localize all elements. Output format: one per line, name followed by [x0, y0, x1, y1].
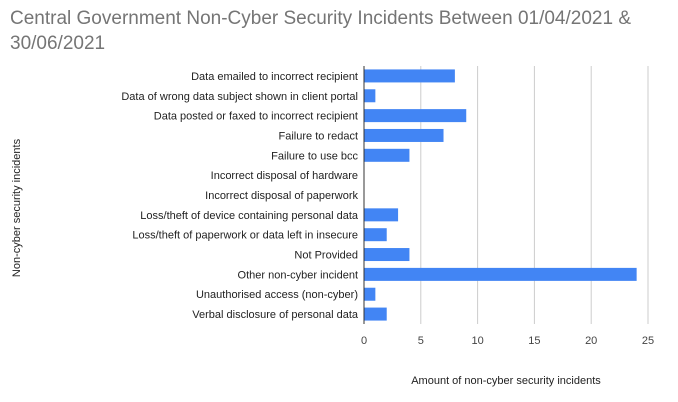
x-tick-label: 5 — [418, 335, 424, 347]
x-tick-labels: 0 5 10 15 20 25 — [361, 335, 654, 347]
category-label: Data emailed to incorrect recipient — [191, 71, 358, 83]
category-label: Not Provided — [294, 250, 358, 262]
category-label: Incorrect disposal of hardware — [211, 170, 358, 182]
x-tick-label: 0 — [361, 335, 367, 347]
bar — [364, 69, 455, 83]
x-tick-label: 15 — [528, 335, 540, 347]
bar — [364, 228, 387, 242]
category-label: Data of wrong data subject shown in clie… — [121, 91, 358, 103]
bar — [364, 208, 399, 222]
x-tick-label: 25 — [642, 335, 654, 347]
gridlines — [420, 66, 649, 324]
bar — [364, 287, 376, 301]
category-label: Loss/theft of paperwork or data left in … — [132, 230, 358, 242]
bar — [364, 307, 387, 321]
x-tick-label: 10 — [471, 335, 483, 347]
category-label: Failure to use bcc — [271, 150, 358, 162]
category-label: Verbal disclosure of personal data — [192, 309, 359, 321]
y-axis-title: Non-cyber security incidents — [11, 138, 23, 277]
category-label: Incorrect disposal of paperwork — [205, 190, 358, 202]
category-label: Unauthorised access (non-cyber) — [196, 289, 358, 301]
bar — [364, 89, 376, 103]
bar — [364, 128, 444, 142]
category-labels: Data emailed to incorrect recipient Data … — [121, 71, 359, 321]
x-axis-title: Amount of non-cyber security incidents — [411, 375, 601, 387]
category-label: Data posted or faxed to incorrect recipi… — [154, 111, 358, 123]
bar — [364, 109, 467, 123]
bars — [364, 69, 637, 321]
category-label: Loss/theft of device containing personal… — [140, 210, 359, 222]
x-tick-label: 20 — [585, 335, 597, 347]
bar — [364, 248, 410, 262]
category-label: Failure to redact — [279, 130, 358, 142]
category-label: Other non-cyber incident — [238, 269, 358, 281]
chart-title: Central Government Non-Cyber Security In… — [10, 8, 631, 54]
bar — [364, 267, 637, 281]
bar — [364, 148, 410, 162]
